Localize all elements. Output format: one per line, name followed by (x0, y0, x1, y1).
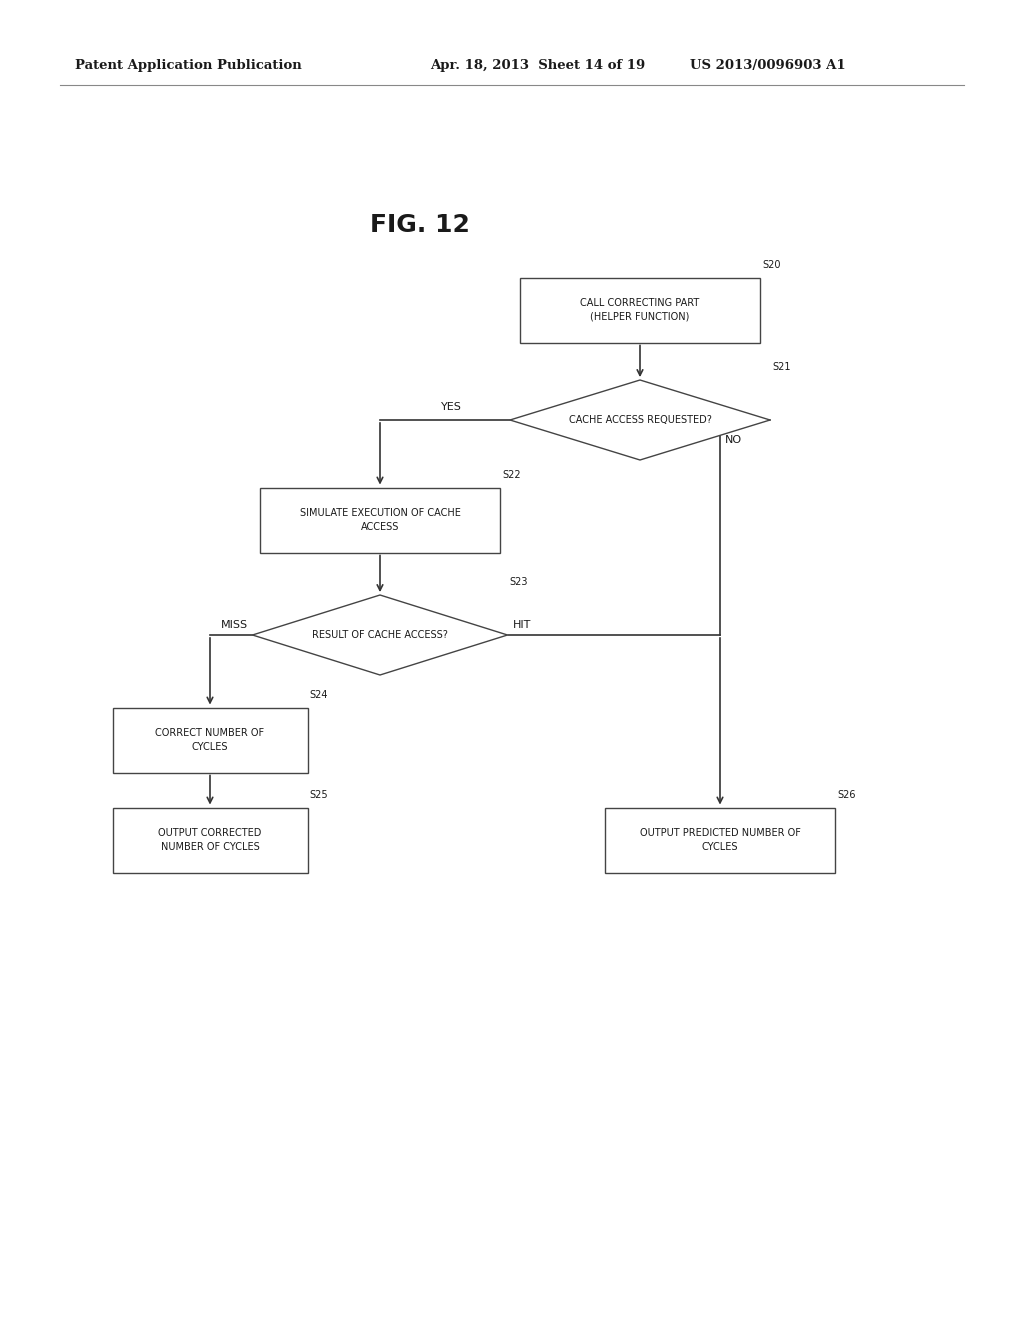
Text: NO: NO (725, 436, 742, 445)
Text: MISS: MISS (220, 620, 248, 630)
Text: Patent Application Publication: Patent Application Publication (75, 58, 302, 71)
Text: S26: S26 (837, 789, 855, 800)
Text: S22: S22 (502, 470, 520, 479)
Text: S23: S23 (510, 577, 528, 587)
Text: CALL CORRECTING PART
(HELPER FUNCTION): CALL CORRECTING PART (HELPER FUNCTION) (581, 298, 699, 322)
FancyBboxPatch shape (260, 487, 500, 553)
Text: RESULT OF CACHE ACCESS?: RESULT OF CACHE ACCESS? (312, 630, 447, 640)
Text: S24: S24 (309, 689, 328, 700)
Text: S20: S20 (762, 260, 780, 269)
Text: Apr. 18, 2013  Sheet 14 of 19: Apr. 18, 2013 Sheet 14 of 19 (430, 58, 645, 71)
Text: YES: YES (441, 403, 462, 412)
FancyBboxPatch shape (520, 277, 760, 342)
Text: CORRECT NUMBER OF
CYCLES: CORRECT NUMBER OF CYCLES (156, 729, 264, 751)
Text: FIG. 12: FIG. 12 (370, 213, 470, 238)
Text: OUTPUT PREDICTED NUMBER OF
CYCLES: OUTPUT PREDICTED NUMBER OF CYCLES (640, 829, 801, 851)
Text: HIT: HIT (512, 620, 530, 630)
Text: S21: S21 (772, 362, 791, 372)
FancyBboxPatch shape (113, 808, 307, 873)
Text: US 2013/0096903 A1: US 2013/0096903 A1 (690, 58, 846, 71)
Text: S25: S25 (309, 789, 328, 800)
Text: SIMULATE EXECUTION OF CACHE
ACCESS: SIMULATE EXECUTION OF CACHE ACCESS (300, 508, 461, 532)
Text: CACHE ACCESS REQUESTED?: CACHE ACCESS REQUESTED? (568, 414, 712, 425)
Polygon shape (510, 380, 770, 459)
Text: OUTPUT CORRECTED
NUMBER OF CYCLES: OUTPUT CORRECTED NUMBER OF CYCLES (159, 829, 262, 851)
FancyBboxPatch shape (605, 808, 835, 873)
FancyBboxPatch shape (113, 708, 307, 772)
Polygon shape (253, 595, 508, 675)
